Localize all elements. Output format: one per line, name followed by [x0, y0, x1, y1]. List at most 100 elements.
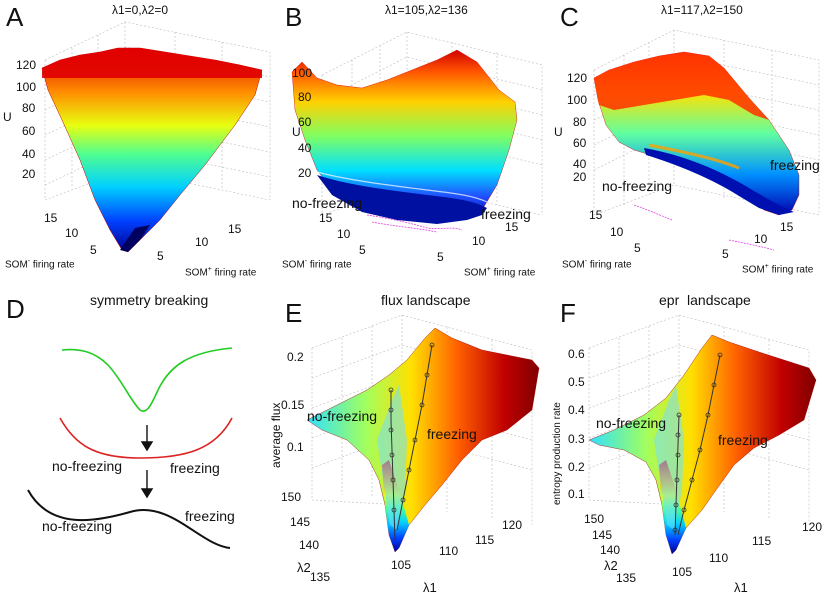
lambda1-tick: 120	[502, 518, 523, 532]
z-tick: 80	[298, 90, 312, 104]
z-tick: 40	[298, 141, 312, 155]
panel-label: D	[6, 294, 25, 324]
y-tick: 10	[472, 234, 486, 248]
lambda2-tick: 140	[600, 543, 621, 557]
x-tick: 10	[610, 225, 624, 239]
panel-title: λ1=117,λ2=150	[661, 3, 743, 17]
lambda2-tick: 145	[290, 515, 311, 529]
x-axis-label: SOM- firing rate	[282, 258, 352, 271]
z-axis-label: average flux	[269, 402, 283, 468]
lambda2-tick: 135	[616, 571, 637, 585]
y-tick: 15	[505, 220, 519, 234]
lambda1-tick: 110	[439, 544, 459, 558]
z-tick: 80	[22, 101, 36, 115]
y-tick: 10	[754, 232, 768, 246]
x-tick: 5	[634, 241, 641, 255]
lambda2-tick: 135	[310, 570, 331, 584]
z-tick: 40	[22, 147, 36, 161]
y-tick: 5	[722, 247, 729, 261]
y-tick: 5	[437, 250, 444, 264]
annotation-freezing: freezing	[481, 206, 531, 222]
x-tick: 10	[65, 226, 79, 240]
lambda1-axis-label: λ1	[734, 580, 748, 595]
panel-title: λ1=0,λ2=0	[112, 3, 169, 17]
lambda2-tick: 145	[592, 528, 613, 542]
z-tick: 40	[573, 157, 587, 171]
z-tick: 0.5	[568, 375, 585, 389]
z-tick: 0.2	[568, 460, 585, 474]
y-tick: 15	[780, 220, 794, 234]
lambda1-axis-label: λ1	[423, 580, 437, 595]
annotation-no-freezing: no-freezing	[307, 408, 378, 424]
trajectory	[674, 354, 721, 536]
panel-d: D symmetry breaking no-freezing freezing…	[0, 290, 277, 604]
panel-label: B	[285, 2, 303, 32]
z-tick: 100	[16, 80, 37, 94]
panel-title: symmetry breaking	[90, 292, 209, 308]
x-tick: 15	[589, 208, 603, 222]
lambda2-axis-label: λ2	[604, 558, 618, 573]
annotation-no-freezing: no-freezing	[52, 458, 123, 474]
panel-title: epr landscape	[659, 292, 751, 308]
panel-e: E flux landscape average flux 0.2 0.15 0…	[269, 290, 554, 604]
z-tick: 60	[22, 124, 36, 138]
lambda1-tick: 115	[752, 534, 772, 548]
z-tick: 80	[573, 115, 587, 129]
arrow-down	[140, 425, 154, 499]
lambda2-tick: 150	[281, 490, 302, 504]
curve-green	[61, 347, 233, 412]
annotation-freezing: freezing	[427, 426, 477, 442]
z-tick: 120	[16, 58, 37, 72]
panel-b: B λ1=105,λ2=136 U 100 80 60 40 20 no-fre…	[277, 0, 554, 290]
flux-landscape-plot	[306, 314, 540, 553]
annotation-no-freezing: no-freezing	[596, 415, 667, 431]
z-tick: 60	[573, 136, 587, 150]
x-axis-label: SOM- firing rate	[5, 258, 75, 271]
curve-red	[59, 417, 233, 459]
panel-title: flux landscape	[381, 292, 471, 308]
annotation-no-freezing: no-freezing	[292, 195, 363, 211]
lambda1-tick: 105	[391, 558, 412, 572]
z-axis-label: U	[554, 125, 563, 139]
y-tick: 10	[195, 235, 209, 249]
z-tick: 100	[292, 66, 313, 80]
annotation-freezing: freezing	[185, 508, 235, 524]
z-tick: 20	[298, 166, 312, 180]
lambda1-tick: 120	[802, 520, 823, 534]
x-tick: 5	[359, 243, 366, 257]
panel-f: F epr landscape entropy production rate …	[552, 290, 830, 604]
curve-black	[27, 489, 231, 549]
panel-title: λ1=105,λ2=136	[385, 3, 468, 17]
annotation-no-freezing: no-freezing	[42, 518, 113, 534]
panel-label: E	[285, 298, 303, 328]
z-axis-label: U	[292, 125, 301, 139]
z-tick: 0.3	[568, 432, 585, 446]
x-tick: 15	[44, 211, 58, 225]
z-axis-label: entropy production rate	[552, 402, 563, 505]
trajectory	[390, 344, 433, 541]
x-axis-label: SOM- firing rate	[562, 258, 632, 271]
z-tick: 0.1	[287, 440, 304, 454]
x-tick: 10	[337, 227, 351, 241]
y-tick: 15	[228, 222, 242, 236]
z-tick: 60	[298, 115, 312, 129]
annotation-freezing: freezing	[718, 432, 768, 448]
z-tick: 20	[573, 170, 587, 184]
z-tick: 0.2	[287, 350, 304, 364]
y-axis-label: SOM+ firing rate	[464, 266, 536, 279]
annotation-no-freezing: no-freezing	[602, 178, 673, 194]
lambda1-tick: 115	[475, 533, 495, 547]
symmetry-breaking-diagram	[27, 347, 233, 549]
y-tick: 5	[157, 249, 164, 263]
z-tick: 0.1	[568, 487, 585, 501]
lambda1-tick: 110	[709, 551, 729, 565]
lambda2-tick: 140	[299, 538, 320, 552]
z-axis-label: U	[3, 110, 12, 124]
z-tick: 0.6	[568, 347, 585, 361]
epr-landscape-plot	[588, 314, 817, 555]
x-tick: 5	[90, 243, 97, 257]
y-axis-label: SOM+ firing rate	[185, 266, 257, 279]
z-tick: 100	[567, 93, 588, 107]
z-tick: 20	[22, 167, 36, 181]
panel-c: C λ1=117,λ2=150 U 120 100 80 60 40 20 no…	[554, 0, 830, 290]
